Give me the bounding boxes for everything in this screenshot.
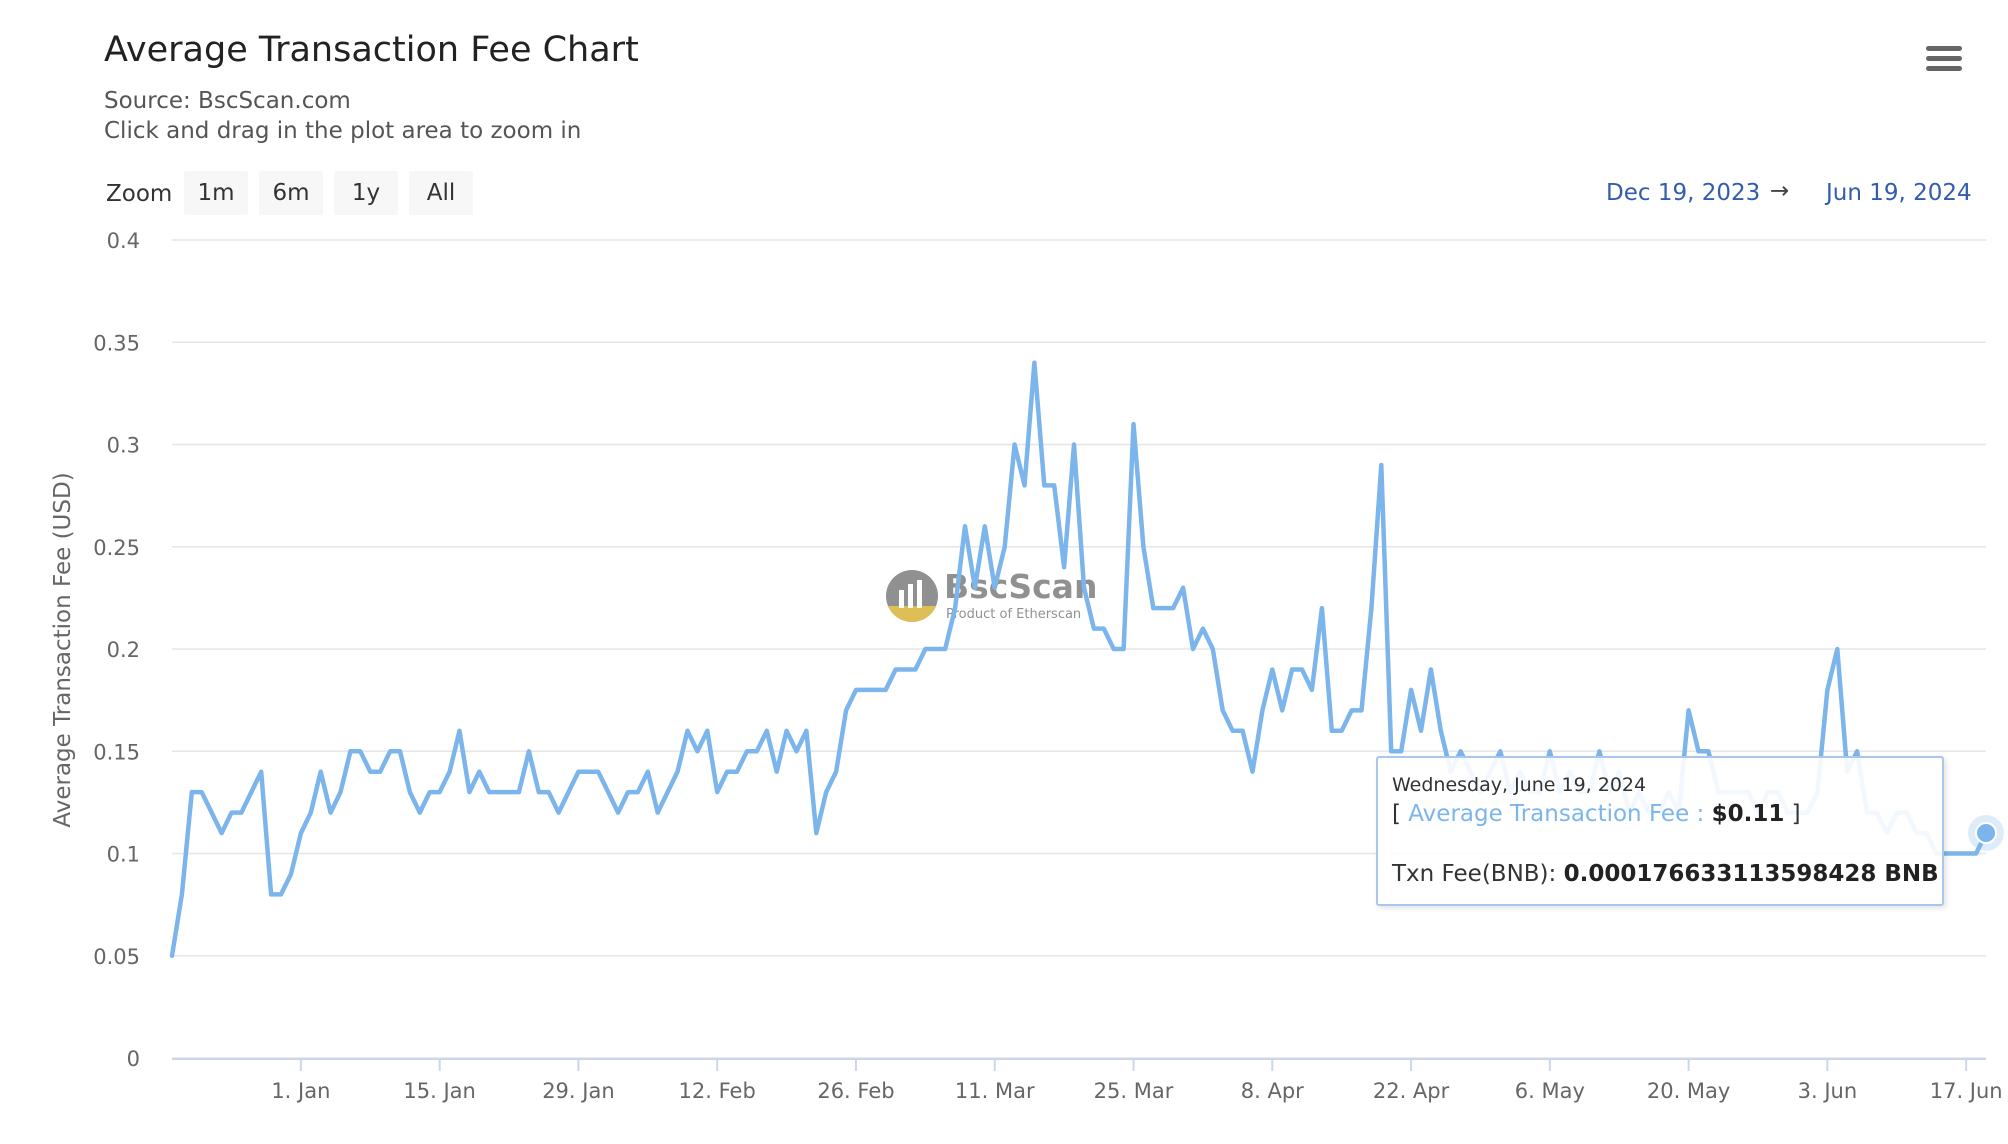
x-tick-label: 29. Jan — [542, 1079, 614, 1103]
tooltip-bracket-close: ] — [1791, 801, 1801, 827]
x-tick-label: 22. Apr — [1373, 1079, 1450, 1103]
tooltip-series-label: Average Transaction Fee : — [1408, 801, 1705, 827]
logo-bar — [908, 584, 913, 608]
y-tick-label: 0 — [127, 1047, 140, 1071]
zoom-1m-button[interactable]: 1m — [184, 171, 248, 215]
zoom-all-button[interactable]: All — [409, 171, 473, 215]
tooltip-fee-value: $0.11 — [1711, 801, 1785, 827]
y-tick-label: 0.3 — [107, 434, 140, 458]
y-tick-label: 0.25 — [93, 536, 140, 560]
y-tick-label: 0.1 — [107, 843, 140, 867]
chart-zoom-hint: Click and drag in the plot area to zoom … — [104, 118, 582, 144]
x-tick-label: 17. Jun — [1930, 1079, 2003, 1103]
x-tick-label: 3. Jun — [1798, 1079, 1858, 1103]
range-to-input[interactable]: Jun 19, 2024 — [1826, 180, 1972, 206]
y-tick-label: 0.2 — [107, 638, 140, 662]
zoom-6m-button[interactable]: 6m — [259, 171, 323, 215]
x-tick-label: 12. Feb — [679, 1079, 756, 1103]
y-tick-label: 0.15 — [93, 740, 140, 764]
hamburger-menu-icon[interactable] — [1926, 46, 1962, 76]
watermark-brand: BscScan — [944, 567, 1097, 606]
bscscan-logo-accent — [888, 606, 936, 622]
x-tick-label: 15. Jan — [403, 1079, 475, 1103]
logo-bar — [917, 580, 922, 608]
x-tick-label: 8. Apr — [1241, 1079, 1304, 1103]
y-tick-label: 0.35 — [93, 331, 140, 355]
hover-point-marker — [1975, 822, 1997, 845]
tooltip-bracket-open: [ — [1392, 801, 1401, 827]
x-tick-label: 26. Feb — [817, 1079, 894, 1103]
x-tick-label: 11. Mar — [955, 1079, 1035, 1103]
x-axis: 1. Jan 15. Jan 29. Jan 12. Feb 26. Feb 11. Ma… — [172, 1058, 2003, 1103]
x-tick-label: 1. Jan — [271, 1079, 330, 1103]
logo-bar — [899, 590, 904, 608]
chart-title: Average Transaction Fee Chart — [104, 30, 639, 70]
menu-bar — [1926, 46, 1962, 51]
range-arrow-icon: → — [1770, 178, 1790, 204]
tooltip-bnb-value: 0.000176633113598428 BNB — [1563, 861, 1939, 887]
x-tick-label: 6. May — [1515, 1079, 1585, 1103]
x-tick-label: 20. May — [1647, 1079, 1731, 1103]
grid-lines — [172, 239, 1986, 1059]
tooltip-fee-line: [ Average Transaction Fee : $0.11 ] — [1392, 801, 1801, 827]
tooltip-bnb-line: Txn Fee(BNB): 0.000176633113598428 BNB — [1392, 861, 1939, 887]
tooltip-date: Wednesday, June 19, 2024 — [1392, 774, 1647, 796]
bscscan-watermark: BscScan Product of Etherscan — [886, 567, 1097, 622]
data-tooltip: Wednesday, June 19, 2024 [ Average Trans… — [1376, 756, 1944, 906]
zoom-1y-button[interactable]: 1y — [334, 171, 398, 215]
y-axis-label: Average Transaction Fee (USD) — [50, 472, 76, 827]
menu-bar — [1926, 56, 1962, 61]
menu-bar — [1926, 66, 1962, 71]
zoom-label: Zoom — [106, 181, 173, 207]
y-axis: 0 0.05 0.1 0.15 0.2 0.25 0.3 0.35 0.4 — [93, 229, 140, 1071]
tooltip-bnb-label: Txn Fee(BNB): — [1392, 861, 1557, 887]
range-from-input[interactable]: Dec 19, 2023 — [1606, 180, 1761, 206]
chart-source: Source: BscScan.com — [104, 88, 351, 114]
y-tick-label: 0.05 — [93, 945, 140, 969]
y-tick-label: 0.4 — [107, 229, 140, 253]
watermark-tagline: Product of Etherscan — [946, 607, 1081, 622]
x-tick-label: 25. Mar — [1094, 1079, 1174, 1103]
